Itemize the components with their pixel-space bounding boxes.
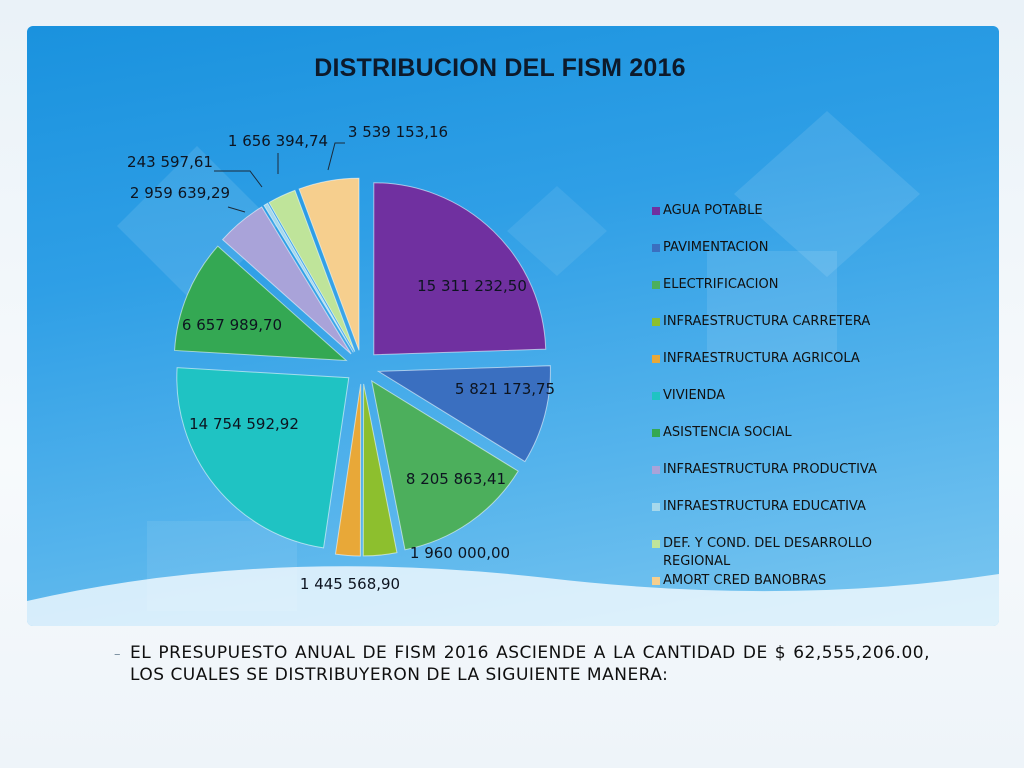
legend-label: ASISTENCIA SOCIAL	[663, 425, 792, 440]
legend-item-amort-cred-banobras: AMORT CRED BANOBRAS	[652, 572, 982, 590]
leader-line-infraestructura-educativa	[214, 170, 263, 188]
data-label-electrificacion: 8 205 863,41	[406, 470, 506, 488]
legend-label: VIVIENDA	[663, 388, 726, 403]
pie-slice-vivienda	[176, 367, 350, 549]
legend-label: AGUA POTABLE	[663, 203, 763, 218]
data-label-vivienda: 14 754 592,92	[189, 415, 299, 433]
leader-line-amort-cred-banobras	[327, 142, 345, 171]
legend-item-infraestructura-carretera: INFRAESTRUCTURA CARRETERA	[652, 313, 982, 331]
legend-swatch	[652, 466, 660, 474]
legend-item-infraestructura-productiva: INFRAESTRUCTURA PRODUCTIVA	[652, 461, 982, 479]
legend-swatch	[652, 355, 660, 363]
data-label-infraestructura-agricola: 1 445 568,90	[300, 575, 400, 593]
pie-slice-def-y-cond-del-desarrollo-regional	[268, 189, 356, 352]
legend-swatch	[652, 281, 660, 289]
legend-label: PAVIMENTACION	[663, 240, 769, 255]
pie-slice-asistencia-social	[174, 245, 348, 362]
legend-swatch	[652, 244, 660, 252]
pie-slice-infraestructura-agricola	[334, 383, 362, 557]
legend-item-vivienda: VIVIENDA	[652, 387, 982, 405]
data-label-infraestructura-carretera: 1 960 000,00	[410, 544, 510, 562]
pie-slice-infraestructura-productiva	[221, 206, 352, 355]
legend-item-agua-potable: AGUA POTABLE	[652, 202, 982, 220]
legend-swatch	[652, 429, 660, 437]
data-label-infraestructura-educativa: 243 597,61	[127, 153, 213, 171]
leader-line-infraestructura-productiva	[227, 206, 246, 213]
legend-label: INFRAESTRUCTURA AGRICOLA	[663, 351, 860, 366]
caption-text: EL PRESUPUESTO ANUAL DE FISM 2016 ASCIEN…	[130, 643, 930, 685]
background-decoration	[27, 111, 999, 626]
pie-slice-electrificacion	[370, 379, 519, 551]
legend-label: DEF. Y COND. DEL DESARROLLO REGIONAL	[663, 536, 873, 569]
legend-swatch	[652, 540, 660, 548]
legend-swatch	[652, 392, 660, 400]
legend-label: INFRAESTRUCTURA PRODUCTIVA	[663, 462, 877, 477]
legend-item-infraestructura-agricola: INFRAESTRUCTURA AGRICOLA	[652, 350, 982, 368]
pie-slice-agua-potable	[373, 182, 547, 356]
legend-label: AMORT CRED BANOBRAS	[663, 573, 827, 588]
pie-slice-pavimentacion	[376, 365, 551, 463]
caption-bullet-icon: –	[114, 647, 121, 662]
data-label-def-y-cond-del-desarrollo-regional: 1 656 394,74	[228, 132, 328, 150]
legend-swatch	[652, 503, 660, 511]
legend-swatch	[652, 577, 660, 585]
legend-label: INFRAESTRUCTURA CARRETERA	[663, 314, 871, 329]
data-label-agua-potable: 15 311 232,50	[417, 277, 527, 295]
chart-title: DISTRIBUCION DEL FISM 2016	[314, 54, 686, 82]
legend-swatch	[652, 318, 660, 326]
data-label-pavimentacion: 5 821 173,75	[455, 380, 555, 398]
pie-slice-infraestructura-educativa	[263, 202, 354, 353]
data-label-asistencia-social: 6 657 989,70	[182, 316, 282, 334]
legend-item-def-y-cond-del-desarrollo-regional: DEF. Y COND. DEL DESARROLLO REGIONAL	[652, 535, 982, 571]
legend-item-pavimentacion: PAVIMENTACION	[652, 239, 982, 257]
legend-item-infraestructura-educativa: INFRAESTRUCTURA EDUCATIVA	[652, 498, 982, 516]
data-label-amort-cred-banobras: 3 539 153,16	[348, 123, 448, 141]
pie-slice-infraestructura-carretera	[362, 383, 398, 557]
legend-label: INFRAESTRUCTURA EDUCATIVA	[663, 499, 866, 514]
pie-slice-amort-cred-banobras	[298, 177, 360, 351]
slide-caption: – EL PRESUPUESTO ANUAL DE FISM 2016 ASCI…	[114, 642, 930, 686]
legend-item-asistencia-social: ASISTENCIA SOCIAL	[652, 424, 982, 442]
legend-swatch	[652, 207, 660, 215]
legend-label: ELECTRIFICACION	[663, 277, 779, 292]
legend-item-electrificacion: ELECTRIFICACION	[652, 276, 982, 294]
data-label-infraestructura-productiva: 2 959 639,29	[130, 184, 230, 202]
